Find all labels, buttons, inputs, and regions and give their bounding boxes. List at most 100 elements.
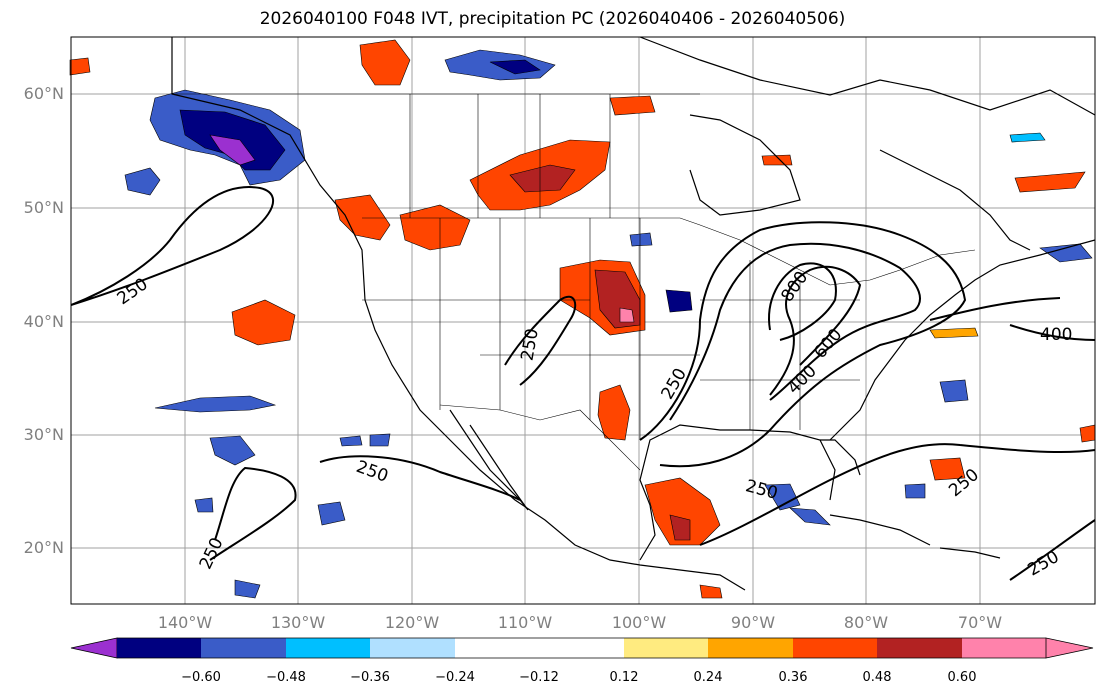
colorbar-tick-label: −0.60 bbox=[181, 670, 221, 685]
ivt-contour-400 bbox=[669, 242, 921, 421]
coastline-labrador bbox=[879, 149, 1031, 251]
precip-area-mn bbox=[629, 232, 653, 247]
colorbar bbox=[70, 637, 1094, 659]
colorbar-segment bbox=[708, 638, 793, 658]
ivt-contour-250-atlantic bbox=[1009, 519, 1096, 581]
lon-label: 110°W bbox=[497, 613, 553, 632]
colorbar-extend-high bbox=[1045, 637, 1094, 659]
precip-negative-areas bbox=[124, 49, 1093, 599]
lat-label: 30°N bbox=[23, 425, 64, 444]
ivt-contour-250-gulf bbox=[319, 455, 521, 501]
lon-label: 140°W bbox=[157, 613, 213, 632]
border-us-mexico bbox=[439, 404, 641, 471]
ivt-contours bbox=[70, 186, 1096, 581]
coastline-hispaniola bbox=[939, 547, 1001, 559]
colorbar-tick-label: −0.36 bbox=[350, 670, 390, 685]
precip-area-pacific-south bbox=[209, 435, 256, 466]
ivt-contour-250-central bbox=[639, 221, 967, 468]
colorbar-extend-low bbox=[70, 637, 118, 659]
colorbar-segment bbox=[962, 638, 1046, 658]
precip-area-labrador-sea bbox=[1014, 171, 1086, 193]
colorbar-segment bbox=[286, 638, 370, 658]
coastline-baja bbox=[449, 409, 529, 511]
colorbar-segment bbox=[455, 638, 539, 658]
colorbar-tick-label: −0.24 bbox=[435, 670, 475, 685]
precip-area-pnw bbox=[334, 194, 391, 241]
precip-area-atlantic-2 bbox=[904, 483, 926, 499]
coastlines bbox=[171, 36, 1096, 591]
border-us-canada bbox=[362, 217, 976, 286]
lat-label: 40°N bbox=[23, 312, 64, 331]
ivt-contour-250-pacific bbox=[70, 186, 274, 306]
colorbar-tick-label: −0.12 bbox=[519, 670, 559, 685]
coastline-arctic bbox=[639, 36, 1096, 116]
precip-area-east-atlantic bbox=[1079, 424, 1096, 443]
ivt-contour-250-pacific-south bbox=[209, 466, 297, 561]
lon-label: 120°W bbox=[384, 613, 440, 632]
precip-area-baja bbox=[339, 435, 363, 447]
precip-area-florida-east bbox=[929, 457, 966, 481]
colorbar-tick-label: −0.48 bbox=[266, 670, 306, 685]
colorbar-tick-label: 0.36 bbox=[778, 670, 808, 685]
precip-area-pacific-sw bbox=[154, 395, 277, 413]
precip-area-texas bbox=[597, 384, 631, 441]
precip-area-arctic bbox=[69, 57, 91, 76]
coastline-east bbox=[829, 239, 1096, 441]
coastline-north-america-west bbox=[171, 37, 746, 591]
ivt-contour-250-south bbox=[699, 443, 1096, 546]
ivt-contour-400-east-2 bbox=[1009, 324, 1096, 341]
colorbar-segment bbox=[370, 638, 455, 658]
precip-area-nebraska-peak bbox=[619, 307, 635, 323]
map-title: 2026040100 F048 IVT, precipitation PC (2… bbox=[259, 9, 846, 29]
colorbar-segment bbox=[539, 638, 624, 658]
precip-area-pacific-40n bbox=[231, 299, 296, 346]
precip-area-gulf-alaska bbox=[124, 167, 161, 196]
precip-area-alaska-peak bbox=[209, 134, 256, 166]
ivt-contour-250-rockies bbox=[504, 295, 577, 386]
lon-label: 100°W bbox=[611, 613, 667, 632]
lat-label: 50°N bbox=[23, 198, 64, 217]
colorbar-segment bbox=[201, 638, 286, 658]
precip-area-alberta-core bbox=[509, 164, 576, 193]
precip-area-east-pacific bbox=[317, 501, 346, 526]
precip-area-cuba bbox=[699, 584, 723, 599]
colorbar-segment bbox=[624, 638, 708, 658]
coastline-hudson-bay bbox=[689, 114, 801, 216]
precip-area-gulf bbox=[764, 483, 801, 511]
precip-area-plains bbox=[665, 289, 693, 313]
colorbar-segment bbox=[117, 638, 201, 658]
precip-area-ne-us bbox=[929, 327, 979, 339]
ivt-contour-800 bbox=[768, 262, 837, 341]
precip-area-newfoundland bbox=[1039, 243, 1093, 263]
lat-label: 20°N bbox=[23, 538, 64, 557]
precip-area-se-pacific bbox=[234, 579, 261, 599]
colorbar-tick-label: 0.48 bbox=[862, 670, 892, 685]
lon-label: 90°W bbox=[730, 613, 776, 632]
precip-area-yukon bbox=[359, 39, 411, 86]
ivt-contour-600 bbox=[769, 265, 862, 396]
precip-area-hudson bbox=[609, 95, 656, 116]
colorbar-segment bbox=[877, 638, 962, 658]
coastline-gulf-mexico bbox=[639, 424, 836, 561]
colorbar-tick-label: 0.12 bbox=[609, 670, 639, 685]
precip-area-baja-2 bbox=[369, 433, 391, 447]
ivt-contour-400-east bbox=[929, 297, 1061, 321]
lon-label: 130°W bbox=[270, 613, 326, 632]
lon-label: 70°W bbox=[957, 613, 1003, 632]
contour-label: 400 bbox=[1040, 325, 1072, 345]
precip-area-hudson-west-core bbox=[489, 59, 541, 75]
colorbar-segment bbox=[793, 638, 877, 658]
colorbar-tick-label: 0.60 bbox=[947, 670, 977, 685]
map-frame bbox=[70, 36, 1096, 605]
precip-area-mexico-gulf-core bbox=[669, 514, 691, 541]
precip-area-pacific-w bbox=[194, 497, 214, 513]
precip-area-caribbean bbox=[789, 507, 831, 526]
coastline-cuba bbox=[829, 514, 931, 546]
precip-area-quebec bbox=[761, 154, 793, 166]
precip-area-idaho bbox=[399, 204, 471, 251]
colorbar-tick-label: 0.24 bbox=[693, 670, 723, 685]
precip-area-atlantic bbox=[939, 379, 969, 403]
lon-label: 80°W bbox=[843, 613, 889, 632]
lat-label: 60°N bbox=[23, 84, 64, 103]
